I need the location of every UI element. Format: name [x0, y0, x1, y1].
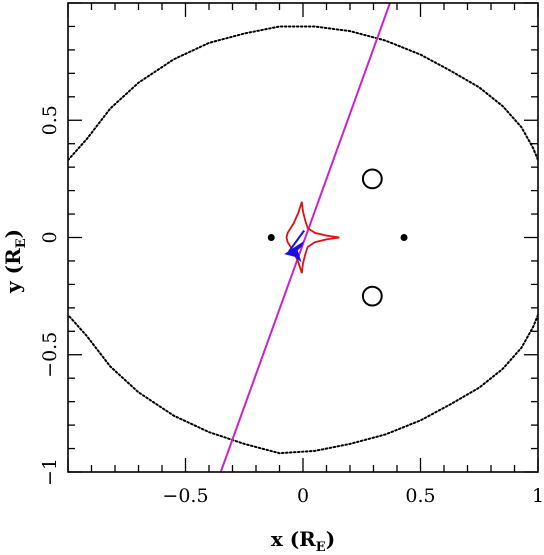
planetary-caustic-1	[361, 168, 383, 190]
source-marker	[284, 240, 304, 263]
planetary-caustic-2	[361, 285, 383, 307]
central-caustic	[285, 201, 340, 274]
lens-mass-1	[267, 234, 275, 241]
x-tick-label: 0.5	[405, 485, 435, 507]
x-axis-label: x (RE)	[271, 527, 335, 555]
tick-labels: −0.5 0 0.5 1 −1 −0.5 0 0.5	[39, 105, 544, 507]
plot-area	[68, 3, 538, 472]
critical-curve	[68, 25, 538, 455]
y-tick-label: 0	[39, 231, 61, 243]
source-trajectory	[219, 3, 391, 472]
y-tick-label: 0.5	[39, 105, 61, 135]
y-axis-label: y (RE)	[1, 229, 29, 294]
plot-frame	[67, 2, 539, 473]
y-tick-label: −0.5	[39, 332, 61, 378]
axis-ticks	[67, 2, 539, 473]
x-tick-label: 0	[297, 485, 309, 507]
x-tick-label: −0.5	[162, 485, 208, 507]
lens-mass-2	[400, 234, 408, 241]
x-tick-label: 1	[532, 485, 544, 507]
source-track	[288, 229, 306, 253]
y-tick-label: −1	[39, 458, 61, 486]
